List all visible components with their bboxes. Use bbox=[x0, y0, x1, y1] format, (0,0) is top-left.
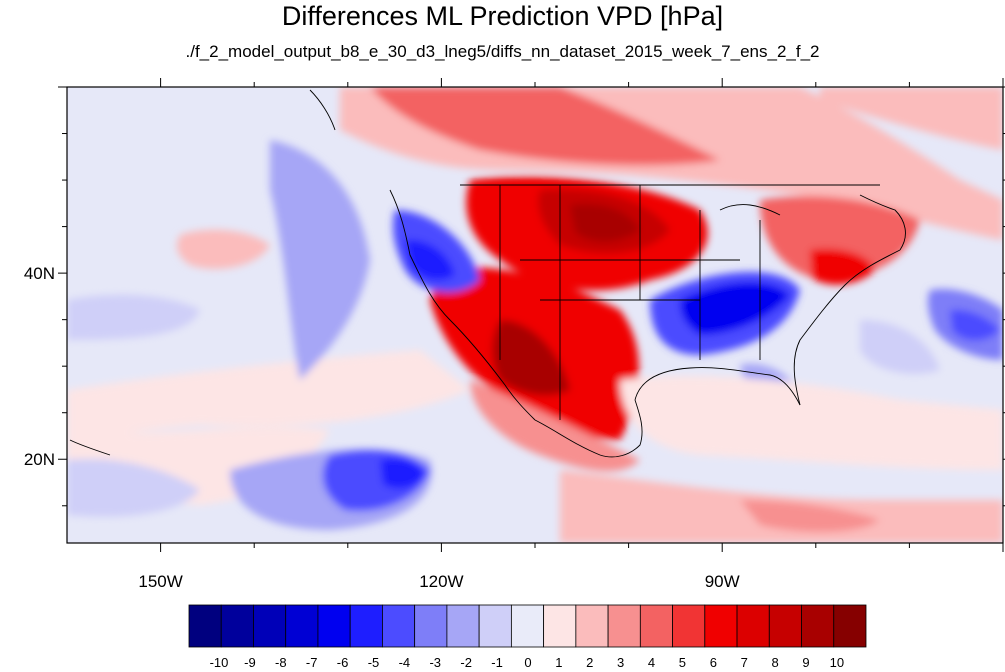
colorbar-label: -3 bbox=[429, 655, 441, 670]
map-subtitle: ./f_2_model_output_b8_e_30_d3_lneg5/diff… bbox=[185, 42, 820, 61]
lon-tick-label: 120W bbox=[419, 572, 463, 591]
lat-tick-label: 20N bbox=[24, 450, 55, 469]
lat-tick-label: 40N bbox=[24, 264, 55, 283]
colorbar-label: 4 bbox=[648, 655, 655, 670]
colorbar-swatch bbox=[639, 604, 673, 648]
tick-labels: 150W 120W 90W 40N 20N bbox=[24, 264, 740, 591]
colorbar-swatch bbox=[607, 604, 641, 648]
colorbar-swatch bbox=[672, 604, 706, 648]
coastlines bbox=[69, 89, 906, 458]
colorbar-label: 0 bbox=[524, 655, 531, 670]
colorbar-swatch bbox=[317, 604, 351, 648]
colorbar-label: -7 bbox=[306, 655, 318, 670]
colorbar-label: -9 bbox=[244, 655, 256, 670]
colorbar-swatch bbox=[704, 604, 738, 648]
colorbar-swatch bbox=[188, 604, 222, 648]
colorbar-label: 9 bbox=[802, 655, 809, 670]
colorbar-label: -5 bbox=[368, 655, 380, 670]
colorbar-swatch bbox=[736, 604, 770, 648]
colorbar-label: -4 bbox=[399, 655, 411, 670]
colorbar-swatch bbox=[478, 604, 512, 648]
colorbar: -10 -9 -8 -7 -6 -5 -4 -3 -2 -1 0 1 2 3 4 5 6 7 8 9 10 bbox=[188, 604, 867, 670]
colorbar-swatch bbox=[285, 604, 319, 648]
colorbar-label: 10 bbox=[830, 655, 844, 670]
colorbar-label: 1 bbox=[555, 655, 562, 670]
colorbar-swatch bbox=[801, 604, 835, 648]
lon-tick-label: 90W bbox=[705, 572, 740, 591]
colorbar-label: 6 bbox=[710, 655, 717, 670]
colorbar-swatch bbox=[220, 604, 254, 648]
colorbar-swatch bbox=[543, 604, 577, 648]
colorbar-swatch bbox=[414, 604, 448, 648]
colorbar-label: 7 bbox=[741, 655, 748, 670]
colorbar-swatch bbox=[575, 604, 609, 648]
colorbar-label: 3 bbox=[617, 655, 624, 670]
lon-tick-label: 150W bbox=[138, 572, 182, 591]
colorbar-label: 5 bbox=[679, 655, 686, 670]
colorbar-swatch bbox=[253, 604, 287, 648]
colorbar-swatch bbox=[768, 604, 802, 648]
colorbar-label: -8 bbox=[275, 655, 287, 670]
colorbar-label: -1 bbox=[491, 655, 503, 670]
colorbar-swatch bbox=[510, 604, 545, 648]
map-title: Differences ML Prediction VPD [hPa] bbox=[281, 1, 724, 31]
colorbar-label: 2 bbox=[586, 655, 593, 670]
tick-marks bbox=[58, 78, 1005, 552]
colorbar-label: 8 bbox=[771, 655, 778, 670]
colorbar-swatch bbox=[446, 604, 480, 648]
map-field bbox=[67, 87, 1003, 543]
colorbar-swatch bbox=[349, 604, 383, 648]
colorbar-label: -2 bbox=[460, 655, 472, 670]
colorbar-label: -10 bbox=[210, 655, 229, 670]
colorbar-label: -6 bbox=[337, 655, 349, 670]
colorbar-swatch bbox=[833, 604, 867, 648]
colorbar-swatch bbox=[382, 604, 416, 648]
